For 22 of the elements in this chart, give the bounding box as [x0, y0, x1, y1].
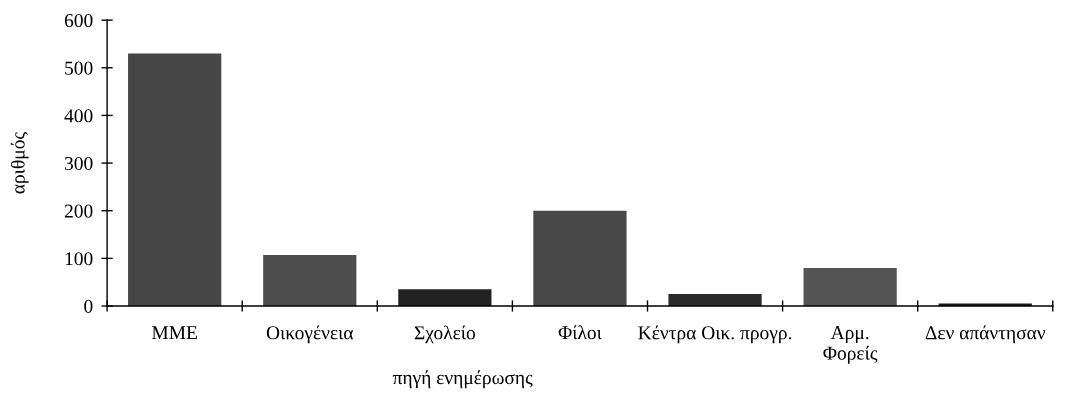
y-tick-label: 200 [64, 204, 93, 218]
bar [398, 289, 492, 306]
bar [803, 267, 897, 306]
bar [263, 255, 357, 306]
y-tick-label: 0 [84, 299, 93, 313]
x-tick-label: Σχολείο [414, 325, 475, 344]
x-tick-label: Φίλοι [558, 325, 602, 340]
y-tick-label: 400 [64, 109, 93, 123]
x-axis-title: πηγή ενημέρωσης [392, 370, 533, 389]
x-tick-label: Αρμ. Φορείς [823, 326, 878, 364]
y-tick-label: 100 [65, 252, 93, 266]
y-tick-label: 600 [64, 13, 93, 28]
x-tick-label: Οικογένεια [266, 325, 354, 344]
x-tick-label: ΜΜΕ [152, 326, 197, 339]
y-tick-label: 500 [65, 61, 93, 75]
x-tick-label: Δεν απάντησαν [925, 325, 1046, 344]
bar [668, 294, 762, 306]
x-tick-label: Κέντρα Οικ. προγρ. [638, 325, 792, 344]
bar [128, 53, 222, 306]
y-tick-label: 300 [64, 156, 93, 171]
bar [533, 210, 627, 306]
y-axis-title: αριθμός [10, 132, 29, 194]
